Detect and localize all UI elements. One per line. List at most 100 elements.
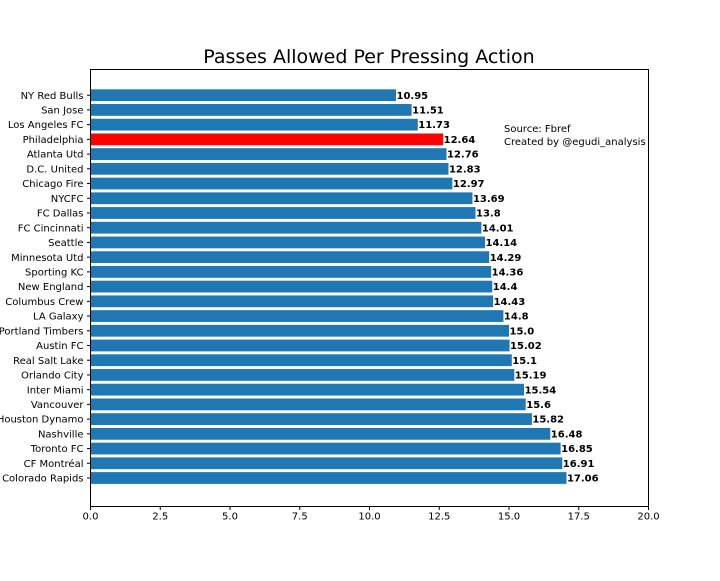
chart-title: Passes Allowed Per Pressing Action xyxy=(203,46,534,68)
category-labels: NY Red Bulls San Jose Los Angeles FC Philad… xyxy=(0,91,91,485)
category-label: Colorado Rapids xyxy=(2,474,83,485)
bar-seattle xyxy=(90,236,486,249)
data-label: 14.43 xyxy=(494,297,526,308)
category-label: Los Angeles FC xyxy=(8,120,84,131)
category-label: NYCFC xyxy=(51,194,84,205)
x-tick-label: 20.0 xyxy=(637,512,659,523)
data-label: 15.0 xyxy=(510,326,535,337)
x-tick-label: 2.5 xyxy=(152,512,168,523)
data-label: 17.06 xyxy=(567,474,599,485)
category-label: NY Red Bulls xyxy=(21,91,84,102)
category-label: Philadelphia xyxy=(23,135,84,146)
data-label: 16.85 xyxy=(561,444,593,455)
value-labels: 10.95 11.51 11.73 12.64 12.76 12.83 12.97 13.69… xyxy=(397,91,599,485)
category-label: Minnesota Utd xyxy=(11,253,83,264)
category-label: Chicago Fire xyxy=(22,179,83,190)
category-label: FC Cincinnati xyxy=(18,223,84,234)
bar-philadelphia xyxy=(90,133,444,146)
plot-frame xyxy=(90,69,649,507)
data-label: 14.36 xyxy=(492,267,524,278)
category-label: Orlando City xyxy=(21,371,84,382)
category-label: Portland Timbers xyxy=(0,326,84,337)
x-tick-label: 7.5 xyxy=(292,512,308,523)
bars-layer xyxy=(90,89,567,484)
data-label: 15.6 xyxy=(526,400,551,411)
bar-la-galaxy xyxy=(90,310,504,322)
category-label: San Jose xyxy=(41,106,83,117)
category-label: Real Salt Lake xyxy=(13,356,83,367)
data-label: 14.14 xyxy=(486,238,518,249)
x-axis: 0.0 2.5 5.0 7.5 10.0 12.5 15.0 17.5 20.0 xyxy=(83,506,660,523)
category-label: LA Galaxy xyxy=(33,312,84,323)
data-label: 16.48 xyxy=(551,429,583,440)
data-label: 15.82 xyxy=(532,415,564,426)
x-tick-label: 15.0 xyxy=(498,512,520,523)
data-label: 13.8 xyxy=(476,209,501,220)
data-label: 15.02 xyxy=(510,341,542,352)
bar-fc-dallas xyxy=(90,207,476,219)
data-label: 11.51 xyxy=(412,106,444,117)
category-label: Columbus Crew xyxy=(5,297,83,308)
bar-sporting-kc xyxy=(90,265,492,278)
bar-minnesota-utd xyxy=(90,251,490,264)
category-label: New England xyxy=(18,282,84,293)
data-label: 14.8 xyxy=(504,312,529,323)
x-tick-label: 12.5 xyxy=(428,512,450,523)
data-label: 14.01 xyxy=(482,223,514,234)
data-label: 15.1 xyxy=(512,356,537,367)
category-label: Vancouver xyxy=(31,400,85,411)
category-label: Austin FC xyxy=(36,341,83,352)
bar-columbus-crew xyxy=(90,295,494,308)
bar-austin-fc xyxy=(90,339,510,352)
bar-los-angeles-fc xyxy=(90,118,418,131)
credit-annotation: Created by @egudi_analysis xyxy=(504,137,646,148)
x-tick-label: 10.0 xyxy=(358,512,380,523)
data-label: 12.64 xyxy=(444,135,476,146)
category-label: Inter Miami xyxy=(27,385,84,396)
category-label: Sporting KC xyxy=(25,267,83,278)
data-label: 12.76 xyxy=(447,150,479,161)
bar-new-england xyxy=(90,280,493,293)
bar-houston-dynamo xyxy=(90,413,532,425)
source-annotation: Source: Fbref xyxy=(504,124,571,135)
bar-colorado-rapids xyxy=(90,472,567,484)
bar-toronto-fc xyxy=(90,442,561,455)
bar-nashville xyxy=(90,427,551,440)
data-label: 12.83 xyxy=(449,164,481,175)
x-tick-label: 17.5 xyxy=(568,512,590,523)
bar-san-jose xyxy=(90,104,412,116)
x-tick-label: 5.0 xyxy=(222,512,238,523)
category-label: Houston Dynamo xyxy=(0,415,84,426)
bar-orlando-city xyxy=(90,369,515,381)
category-label: FC Dallas xyxy=(37,209,84,220)
category-label: D.C. United xyxy=(26,164,83,175)
data-label: 11.73 xyxy=(418,120,450,131)
bar-portland-timbers xyxy=(90,324,509,337)
bar-real-salt-lake xyxy=(90,354,512,367)
bar-chicago-fire xyxy=(90,177,453,190)
data-label: 15.19 xyxy=(515,371,547,382)
bar-nycfc xyxy=(90,192,473,205)
bar-ny-red-bulls xyxy=(90,89,397,102)
data-label: 15.54 xyxy=(525,385,557,396)
category-label: Seattle xyxy=(48,238,83,249)
bar-fc-cincinnati xyxy=(90,221,482,234)
category-label: CF Montréal xyxy=(24,458,84,470)
data-label: 12.97 xyxy=(453,179,485,190)
data-label: 10.95 xyxy=(397,91,429,102)
bar-vancouver xyxy=(90,398,526,411)
data-label: 16.91 xyxy=(563,459,595,470)
category-label: Toronto FC xyxy=(30,444,84,455)
bar-d-c-united xyxy=(90,162,449,175)
data-label: 13.69 xyxy=(473,194,505,205)
bar-inter-miami xyxy=(90,383,525,396)
category-label: Atlanta Utd xyxy=(27,150,84,161)
data-label: 14.29 xyxy=(490,253,522,264)
category-label: Nashville xyxy=(38,429,84,440)
bar-cf-montr-al xyxy=(90,457,563,470)
bar-atlanta-utd xyxy=(90,148,447,160)
data-label: 14.4 xyxy=(493,282,518,293)
x-tick-label: 0.0 xyxy=(83,512,99,523)
